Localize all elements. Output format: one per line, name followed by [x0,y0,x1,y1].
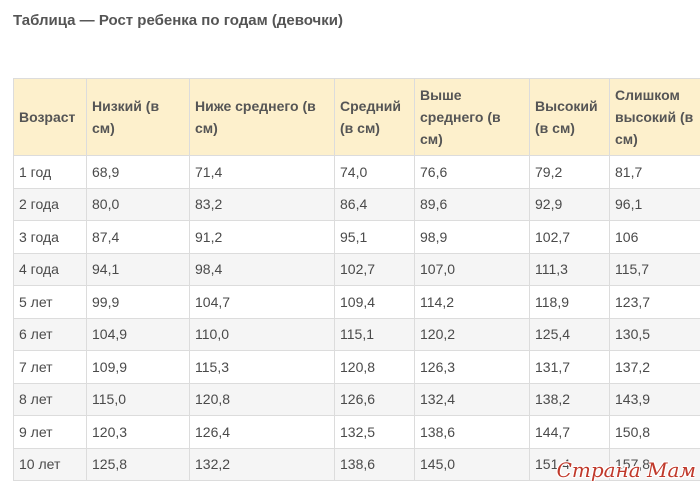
table-cell-value: 120,8 [189,382,335,416]
table-cell-value: 115,3 [189,350,335,384]
table-cell-value: 114,2 [414,285,530,319]
table-cell-value: 145,0 [414,447,530,481]
column-header-high: Высокий (в см) [529,78,610,156]
table-cell-value: 150,8 [609,415,700,449]
column-header-below-average: Ниже среднего (в см) [189,78,335,156]
table-cell-value: 68,9 [86,155,190,189]
table-cell-value: 99,9 [86,285,190,319]
column-header-above-average: Выше среднего (в см) [414,78,530,156]
table-cell-value: 157,8 [609,447,700,481]
table-cell-value: 74,0 [334,155,415,189]
table-row: 5 лет 99,9 104,7 109,4 114,2 118,9 123,7 [13,285,700,319]
column-header-very-high: Слишком высокий (в см) [609,78,700,156]
table-cell-value: 125,8 [86,447,190,481]
table-cell-value: 138,6 [414,415,530,449]
table-cell-value: 144,7 [529,415,610,449]
table-cell-age: 9 лет [13,415,87,449]
table-cell-value: 115,1 [334,317,415,351]
table-cell-value: 89,6 [414,187,530,221]
table-cell-value: 115,0 [86,382,190,416]
table-cell-value: 71,4 [189,155,335,189]
table-cell-value: 109,9 [86,350,190,384]
table-cell-age: 6 лет [13,317,87,351]
table-row: 10 лет 125,8 132,2 138,6 145,0 151,4 157,8 [13,447,700,481]
table-cell-value: 92,9 [529,187,610,221]
table-cell-age: 3 года [13,220,87,254]
column-header-low: Низкий (в см) [86,78,190,156]
table-cell-value: 120,3 [86,415,190,449]
growth-table: Возраст Низкий (в см) Ниже среднего (в с… [13,78,700,481]
table-row: 3 года 87,4 91,2 95,1 98,9 102,7 106 [13,220,700,254]
table-cell-value: 102,7 [529,220,610,254]
table-cell-value: 107,0 [414,252,530,286]
table-cell-value: 115,7 [609,252,700,286]
site-watermark: Страна Мам [556,458,696,482]
table-cell-value: 126,4 [189,415,335,449]
table-row: 6 лет 104,9 110,0 115,1 120,2 125,4 130,5 [13,317,700,351]
table-cell-value: 102,7 [334,252,415,286]
table-cell-value: 91,2 [189,220,335,254]
table-cell-value: 79,2 [529,155,610,189]
table-cell-value: 137,2 [609,350,700,384]
table-cell-value: 120,8 [334,350,415,384]
table-cell-value: 132,4 [414,382,530,416]
table-cell-value: 138,2 [529,382,610,416]
table-cell-age: 8 лет [13,382,87,416]
table-row: 9 лет 120,3 126,4 132,5 138,6 144,7 150,8 [13,415,700,449]
table-row: 1 год 68,9 71,4 74,0 76,6 79,2 81,7 [13,155,700,189]
table-cell-value: 132,5 [334,415,415,449]
table-cell-value: 109,4 [334,285,415,319]
table-cell-value: 111,3 [529,252,610,286]
table-row: 2 года 80,0 83,2 86,4 89,6 92,9 96,1 [13,187,700,221]
table-cell-value: 81,7 [609,155,700,189]
table-cell-value: 125,4 [529,317,610,351]
table-header-row: Возраст Низкий (в см) Ниже среднего (в с… [13,78,700,156]
page-title: Таблица — Рост ребенка по годам (девочки… [13,12,343,29]
table-cell-value: 123,7 [609,285,700,319]
table-cell-age: 2 года [13,187,87,221]
table-cell-value: 96,1 [609,187,700,221]
table-row: 7 лет 109,9 115,3 120,8 126,3 131,7 137,2 [13,350,700,384]
table-cell-value: 104,9 [86,317,190,351]
table-row: 4 года 94,1 98,4 102,7 107,0 111,3 115,7 [13,252,700,286]
table-row: 8 лет 115,0 120,8 126,6 132,4 138,2 143,9 [13,382,700,416]
table-cell-value: 132,2 [189,447,335,481]
table-cell-value: 94,1 [86,252,190,286]
table-cell-age: 10 лет [13,447,87,481]
table-cell-value: 87,4 [86,220,190,254]
table-cell-age: 7 лет [13,350,87,384]
table-cell-value: 110,0 [189,317,335,351]
table-cell-age: 4 года [13,252,87,286]
table-cell-value: 138,6 [334,447,415,481]
table-cell-value: 76,6 [414,155,530,189]
table-cell-value: 120,2 [414,317,530,351]
column-header-average: Средний (в см) [334,78,415,156]
table-cell-value: 106 [609,220,700,254]
table-cell-value: 80,0 [86,187,190,221]
table-cell-value: 98,9 [414,220,530,254]
table-cell-value: 151,4 [529,447,610,481]
table-cell-value: 118,9 [529,285,610,319]
table-cell-value: 104,7 [189,285,335,319]
table-cell-value: 143,9 [609,382,700,416]
table-cell-age: 1 год [13,155,87,189]
table-cell-value: 126,6 [334,382,415,416]
table-cell-value: 131,7 [529,350,610,384]
table-cell-value: 86,4 [334,187,415,221]
table-cell-age: 5 лет [13,285,87,319]
table-cell-value: 130,5 [609,317,700,351]
table-cell-value: 98,4 [189,252,335,286]
table-cell-value: 126,3 [414,350,530,384]
table-cell-value: 95,1 [334,220,415,254]
table-cell-value: 83,2 [189,187,335,221]
column-header-age: Возраст [13,78,87,156]
